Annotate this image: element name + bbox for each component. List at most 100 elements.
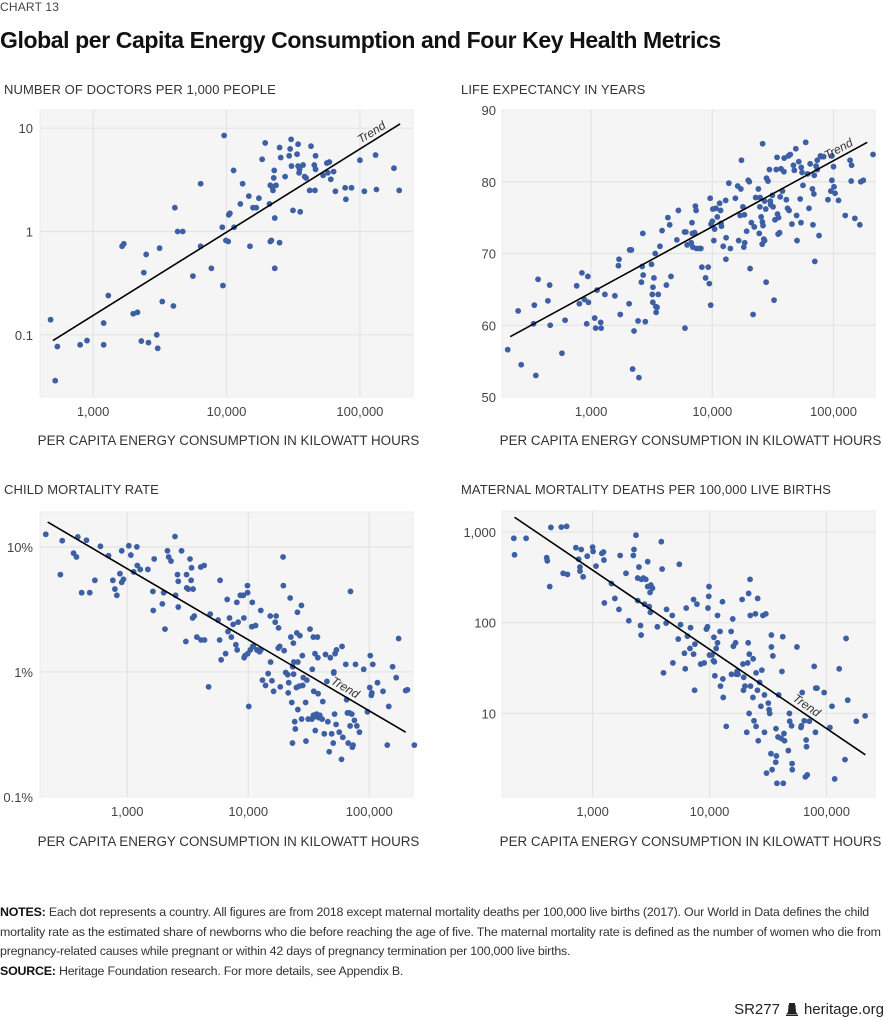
data-point xyxy=(659,566,666,572)
data-point xyxy=(617,552,624,559)
data-point xyxy=(573,544,579,551)
data-point xyxy=(265,670,272,677)
data-point xyxy=(673,236,680,243)
data-point xyxy=(125,542,132,549)
data-point xyxy=(742,683,748,690)
data-point xyxy=(792,145,799,152)
data-point xyxy=(228,634,235,640)
data-point xyxy=(134,309,141,316)
data-point xyxy=(277,683,284,690)
data-point xyxy=(728,671,735,678)
data-point xyxy=(188,577,194,584)
data-point xyxy=(312,650,318,657)
data-point xyxy=(308,143,314,150)
data-point xyxy=(310,688,317,695)
y-tick-label: 1% xyxy=(14,665,33,680)
data-point xyxy=(226,210,233,217)
data-point xyxy=(642,318,649,325)
data-point xyxy=(690,596,697,603)
data-point xyxy=(404,686,411,693)
data-point xyxy=(821,689,828,696)
data-point xyxy=(862,712,869,719)
data-point xyxy=(717,628,723,635)
data-point xyxy=(296,632,303,639)
data-point xyxy=(761,729,768,736)
data-point xyxy=(584,553,591,560)
data-point xyxy=(360,666,367,673)
data-point xyxy=(164,547,171,554)
data-point xyxy=(728,628,735,635)
data-point xyxy=(59,537,66,544)
data-point xyxy=(816,232,822,239)
data-point xyxy=(795,158,802,165)
data-point xyxy=(170,303,177,309)
data-point xyxy=(273,182,279,189)
data-point xyxy=(332,188,339,195)
data-point xyxy=(546,282,553,288)
data-point xyxy=(342,196,349,203)
data-point xyxy=(831,183,837,190)
data-point xyxy=(185,586,192,592)
data-point xyxy=(631,328,637,334)
data-point xyxy=(692,641,698,648)
data-point xyxy=(560,570,567,577)
data-point xyxy=(765,700,772,706)
panel-title-life-expectancy: LIFE EXPECTANCY IN YEARS xyxy=(461,82,646,97)
data-point xyxy=(250,643,257,650)
data-point xyxy=(217,577,223,584)
data-point xyxy=(290,671,297,678)
data-point xyxy=(584,273,591,280)
data-point xyxy=(222,650,229,657)
data-point xyxy=(347,723,354,729)
data-point xyxy=(105,292,112,299)
data-point xyxy=(244,582,251,589)
data-point xyxy=(182,638,189,645)
data-point xyxy=(786,207,792,214)
data-point xyxy=(745,590,752,597)
data-point xyxy=(831,775,838,782)
data-point xyxy=(310,634,317,640)
data-point xyxy=(616,606,622,613)
data-point xyxy=(712,205,719,212)
data-point xyxy=(299,682,306,689)
data-point xyxy=(240,615,247,621)
data-point xyxy=(120,240,127,247)
data-point xyxy=(585,299,592,306)
site-link[interactable]: heritage.org xyxy=(803,1001,884,1018)
data-point xyxy=(120,576,127,583)
data-point xyxy=(654,623,661,630)
data-point xyxy=(689,219,695,226)
data-point xyxy=(763,770,770,777)
data-point xyxy=(282,173,289,180)
data-point xyxy=(602,291,608,298)
data-point xyxy=(628,247,635,253)
data-point xyxy=(249,599,256,606)
data-point xyxy=(374,679,381,686)
data-point xyxy=(327,654,334,661)
data-point xyxy=(312,187,318,194)
data-point xyxy=(327,176,334,183)
data-point xyxy=(798,219,804,226)
data-point xyxy=(758,214,765,220)
x-tick-label: 10,000 xyxy=(228,804,268,819)
x-tick-label: 100,000 xyxy=(810,404,857,419)
data-point xyxy=(583,320,590,327)
y-tick-label: 0.1 xyxy=(15,328,33,343)
plot-area xyxy=(501,510,876,798)
data-point xyxy=(290,659,297,665)
source-text: Heritage Foundation research. For more d… xyxy=(55,963,404,978)
data-point xyxy=(851,215,858,222)
data-point xyxy=(127,552,134,558)
data-point xyxy=(842,756,848,763)
data-point xyxy=(758,667,765,674)
data-point xyxy=(297,208,304,215)
data-point xyxy=(675,207,682,214)
data-point xyxy=(226,615,233,621)
x-tick-label: 1,000 xyxy=(77,404,110,419)
data-point xyxy=(339,643,345,650)
data-point xyxy=(272,619,279,626)
data-point xyxy=(276,239,283,246)
data-point xyxy=(746,178,753,185)
data-point xyxy=(201,562,208,569)
